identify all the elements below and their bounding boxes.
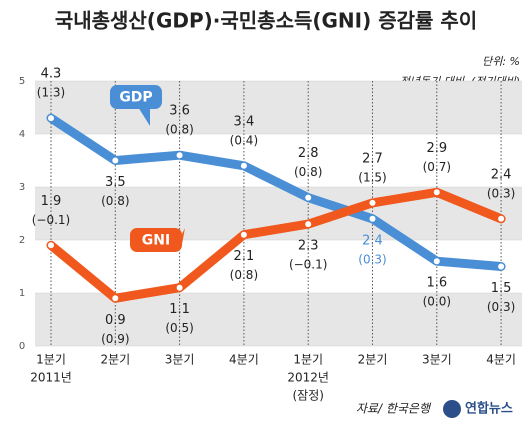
point [305, 221, 312, 228]
qoq-label: (1.5) [358, 170, 386, 184]
point [240, 162, 247, 169]
x-sub-label: (잠정) [292, 389, 323, 403]
series-tag [110, 85, 162, 109]
value-label: 0.9 [105, 313, 126, 328]
qoq-label: (0.8) [294, 165, 322, 179]
point [48, 242, 54, 249]
value-label: 2.1 [234, 249, 255, 264]
point [498, 263, 505, 270]
value-label: 3.5 [105, 175, 126, 190]
qoq-label: (−0.1) [32, 213, 71, 227]
source: 자료/ 한국은행 [356, 402, 432, 416]
logo-icon [443, 400, 461, 418]
qoq-label: (0.8) [165, 123, 193, 137]
qoq-label: (0.8) [230, 268, 258, 282]
tag-pointer [182, 228, 185, 244]
value-label: 1.6 [426, 276, 447, 291]
unit: 단위: % [482, 55, 520, 68]
value-label: 2.4 [491, 167, 512, 182]
point [498, 215, 505, 222]
point [112, 157, 119, 164]
y-tick-label: 5 [19, 76, 25, 87]
legend-label: GNI [142, 233, 170, 249]
series-line [46, 113, 506, 271]
point [369, 215, 376, 222]
point [433, 258, 440, 265]
value-label: 3.4 [234, 114, 255, 129]
value-label: 2.8 [298, 146, 319, 161]
series-line [46, 187, 506, 303]
value-label: 2.4 [362, 233, 383, 248]
y-tick-label: 4 [19, 129, 25, 140]
y-tick-label: 2 [19, 235, 25, 246]
logo: 연합뉴스 [465, 401, 513, 417]
qoq-label: (0.7) [423, 160, 451, 174]
qoq-label: (0.9) [101, 332, 129, 346]
value-label: 1.5 [491, 281, 512, 296]
x-tick-label: 1분기 [36, 353, 66, 367]
value-label: 1.9 [41, 194, 62, 209]
value-label: 3.6 [169, 104, 190, 119]
qoq-label: (0.8) [101, 194, 129, 208]
point [305, 194, 312, 201]
x-tick-label: 1분기 [293, 353, 323, 367]
y-tick-label: 1 [19, 288, 25, 299]
x-tick-label: 3분기 [165, 353, 195, 367]
point [433, 189, 440, 196]
value-label: 4.3 [41, 67, 62, 82]
qoq-label: (−0.1) [289, 258, 328, 272]
point [369, 199, 376, 206]
value-label: 2.9 [426, 141, 447, 156]
point [48, 115, 54, 122]
value-label: 2.3 [298, 239, 319, 254]
value-label: 1.1 [169, 302, 190, 317]
x-sub-label: 2012년 [287, 371, 329, 385]
qoq-label: (0.3) [487, 186, 515, 200]
qoq-label: (0.3) [487, 300, 515, 314]
x-tick-label: 2분기 [358, 353, 388, 367]
value-label: 2.7 [362, 151, 383, 166]
chart-title: 국내총생산(GDP)·국민총소득(GNI) 증감률 추이 [55, 9, 477, 33]
point [240, 231, 247, 238]
y-tick-label: 0 [19, 341, 25, 352]
qoq-label: (0.0) [423, 295, 451, 309]
series-tag [130, 228, 182, 252]
point [176, 152, 183, 159]
point [112, 295, 119, 302]
qoq-label: (0.5) [165, 321, 193, 335]
qoq-label: (0.3) [358, 252, 386, 266]
x-tick-label: 3분기 [422, 353, 452, 367]
legend-label: GDP [119, 90, 152, 106]
tag-pointer [138, 107, 150, 126]
qoq-label: (1.3) [37, 86, 65, 100]
x-tick-label: 4분기 [486, 353, 516, 367]
qoq-label: (0.4) [230, 133, 258, 147]
y-tick-label: 3 [19, 182, 25, 193]
x-tick-label: 4분기 [229, 353, 259, 367]
x-tick-label: 2분기 [100, 353, 130, 367]
x-sub-label: 2011년 [30, 371, 72, 385]
grid-band [35, 81, 522, 134]
point [176, 284, 183, 291]
